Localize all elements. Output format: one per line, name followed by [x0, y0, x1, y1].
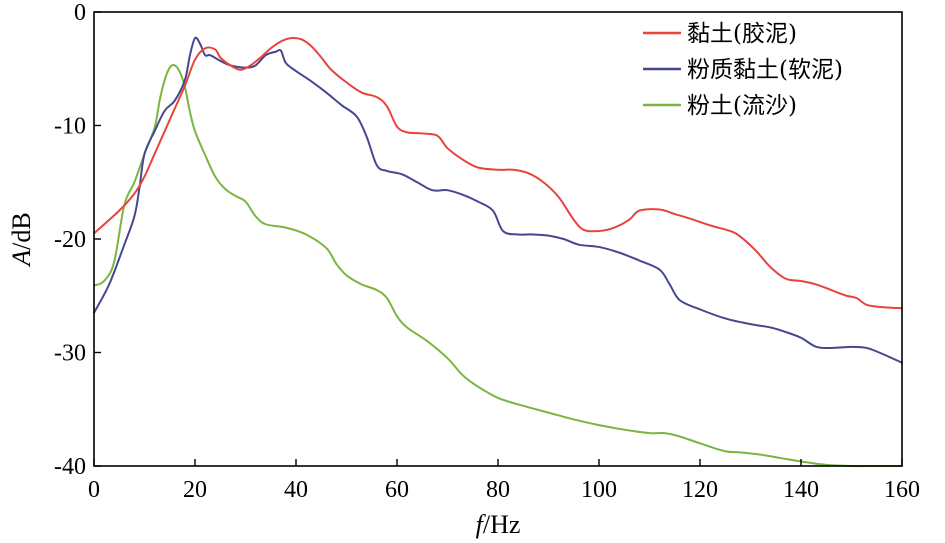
x-tick-label: 60 — [385, 477, 409, 503]
x-tick-label: 100 — [581, 477, 617, 503]
x-tick-label: 160 — [884, 477, 920, 503]
y-tick-label: -10 — [54, 114, 86, 140]
legend-label-0: 黏土(胶泥) — [687, 21, 797, 47]
x-tick-label: 120 — [682, 477, 718, 503]
y-axis-label-symbol: A — [7, 250, 36, 268]
y-tick-label: -40 — [54, 454, 86, 480]
x-tick-label: 40 — [284, 477, 308, 503]
ticks-layer: 0 20 40 60 80 100 120 140 160 0 -10 -20 -30 -40 — [54, 0, 920, 503]
x-axis-label-unit: /Hz — [483, 510, 521, 539]
legend: 黏土(胶泥) 粉质黏土(软泥) 粉土(流沙) — [643, 21, 843, 119]
x-axis-label-symbol: f — [476, 510, 487, 539]
series-line-2 — [93, 64, 903, 468]
y-axis-label: A/dB — [7, 212, 36, 267]
y-axis-label-unit: /dB — [7, 212, 36, 250]
legend-label-1: 粉质黏土(软泥) — [687, 57, 843, 83]
x-axis-label: f/Hz — [476, 510, 521, 539]
x-tick-label: 20 — [183, 477, 207, 503]
legend-label-2: 粉土(流沙) — [687, 93, 797, 119]
series-layer — [93, 36, 903, 468]
y-tick-label: 0 — [74, 0, 86, 26]
x-tick-label: 80 — [486, 477, 510, 503]
series-line-0 — [93, 36, 903, 310]
x-tick-label: 0 — [88, 477, 100, 503]
y-tick-label: -20 — [54, 227, 86, 253]
series-line-1 — [93, 36, 903, 364]
y-tick-label: -30 — [54, 341, 86, 367]
x-tick-label: 140 — [783, 477, 819, 503]
